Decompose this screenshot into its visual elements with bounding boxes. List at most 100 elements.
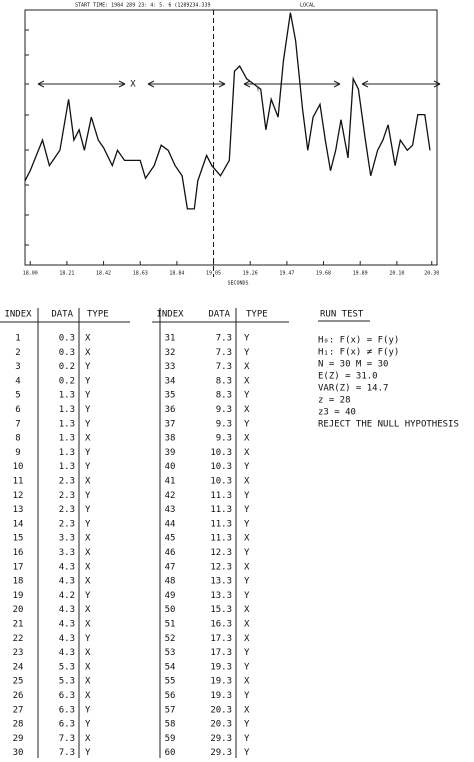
run-test-line: z = 28 <box>318 396 351 406</box>
row-type: X <box>85 334 91 344</box>
row-type: Y <box>244 734 250 744</box>
row-data: 10.3 <box>210 448 232 458</box>
row-index: 46 <box>165 548 176 558</box>
row-index: 48 <box>165 577 176 587</box>
row-index: 12 <box>13 491 24 501</box>
row-index: 20 <box>13 605 24 615</box>
table-header: INDEX <box>156 310 184 320</box>
row-index: 60 <box>165 748 176 758</box>
row-index: 52 <box>165 634 176 644</box>
row-index: 19 <box>13 591 24 601</box>
row-type: X <box>85 434 91 444</box>
row-index: 37 <box>165 419 176 429</box>
run-test-line: N = 30 M = 30 <box>318 360 388 370</box>
row-data: 0.2 <box>59 362 75 372</box>
run-test-line: H₀: F(x) = F(y) <box>318 336 399 346</box>
row-type: X <box>244 634 250 644</box>
row-data: 19.3 <box>210 691 232 701</box>
run-test-line: VAR(Z) = 14.7 <box>318 384 388 394</box>
row-index: 13 <box>13 505 24 515</box>
row-data: 1.3 <box>59 419 75 429</box>
row-data: 11.3 <box>210 534 232 544</box>
row-index: 16 <box>13 548 24 558</box>
row-type: Y <box>85 519 91 529</box>
table-header: TYPE <box>246 310 268 320</box>
annotation: X <box>130 80 136 90</box>
row-data: 29.3 <box>210 748 232 758</box>
row-index: 33 <box>165 362 176 372</box>
row-index: 55 <box>165 677 176 687</box>
row-index: 39 <box>165 448 176 458</box>
row-data: 9.3 <box>216 419 232 429</box>
row-type: X <box>85 734 91 744</box>
row-index: 27 <box>13 705 24 715</box>
row-type: X <box>85 605 91 615</box>
row-type: Y <box>244 348 250 358</box>
row-index: 30 <box>13 748 24 758</box>
row-type: X <box>85 562 91 572</box>
row-data: 6.3 <box>59 691 75 701</box>
row-data: 17.3 <box>210 648 232 658</box>
row-type: X <box>244 562 250 572</box>
arrow-head <box>37 80 126 88</box>
row-data: 7.3 <box>59 734 75 744</box>
row-type: Y <box>244 462 250 472</box>
x-tick-label: 20.10 <box>389 271 404 277</box>
row-data: 11.3 <box>210 491 232 501</box>
row-index: 25 <box>13 677 24 687</box>
x-tick-label: 19.89 <box>353 271 368 277</box>
row-data: 6.3 <box>59 705 75 715</box>
row-index: 34 <box>165 376 176 386</box>
arrows <box>37 80 441 88</box>
row-type: Y <box>85 591 91 601</box>
arrow-head <box>361 80 441 88</box>
row-type: Y <box>244 662 250 672</box>
x-tick-label: 19.26 <box>243 271 258 277</box>
x-tick-label: 18.00 <box>23 271 38 277</box>
row-data: 19.3 <box>210 662 232 672</box>
row-data: 19.3 <box>210 677 232 687</box>
row-type: Y <box>85 448 91 458</box>
row-data: 13.3 <box>210 591 232 601</box>
row-data: 1.3 <box>59 462 75 472</box>
row-data: 1.3 <box>59 448 75 458</box>
row-index: 28 <box>13 720 24 730</box>
row-type: X <box>85 691 91 701</box>
arrow-head <box>147 80 226 88</box>
row-type: X <box>244 405 250 415</box>
row-data: 11.3 <box>210 505 232 515</box>
row-index: 1 <box>15 334 20 344</box>
row-type: Y <box>244 505 250 515</box>
row-type: X <box>85 620 91 630</box>
row-type: X <box>244 448 250 458</box>
row-index: 41 <box>165 477 176 487</box>
row-index: 50 <box>165 605 176 615</box>
run-test-line: H₁: F(x) ≠ F(y) <box>318 348 399 358</box>
row-index: 36 <box>165 405 176 415</box>
row-index: 7 <box>15 419 20 429</box>
row-index: 10 <box>13 462 24 472</box>
row-index: 43 <box>165 505 176 515</box>
x-tick-label: 18.84 <box>169 271 184 277</box>
row-index: 56 <box>165 691 176 701</box>
row-data: 9.3 <box>216 405 232 415</box>
row-type: Y <box>244 491 250 501</box>
row-type: X <box>85 648 91 658</box>
row-index: 17 <box>13 562 24 572</box>
row-data: 15.3 <box>210 605 232 615</box>
row-index: 14 <box>13 519 24 529</box>
run-test-line: REJECT THE NULL HYPOTHESIS <box>318 420 459 430</box>
run-test-line: z3 = 40 <box>318 408 356 418</box>
row-data: 1.3 <box>59 405 75 415</box>
row-type: Y <box>244 691 250 701</box>
row-type: X <box>244 434 250 444</box>
row-index: 58 <box>165 720 176 730</box>
annotation: Y <box>256 88 259 94</box>
table-header: TYPE <box>87 310 109 320</box>
row-index: 44 <box>165 519 176 529</box>
row-type: Y <box>85 634 91 644</box>
row-index: 42 <box>165 491 176 501</box>
row-data: 3.3 <box>59 548 75 558</box>
row-data: 2.3 <box>59 491 75 501</box>
